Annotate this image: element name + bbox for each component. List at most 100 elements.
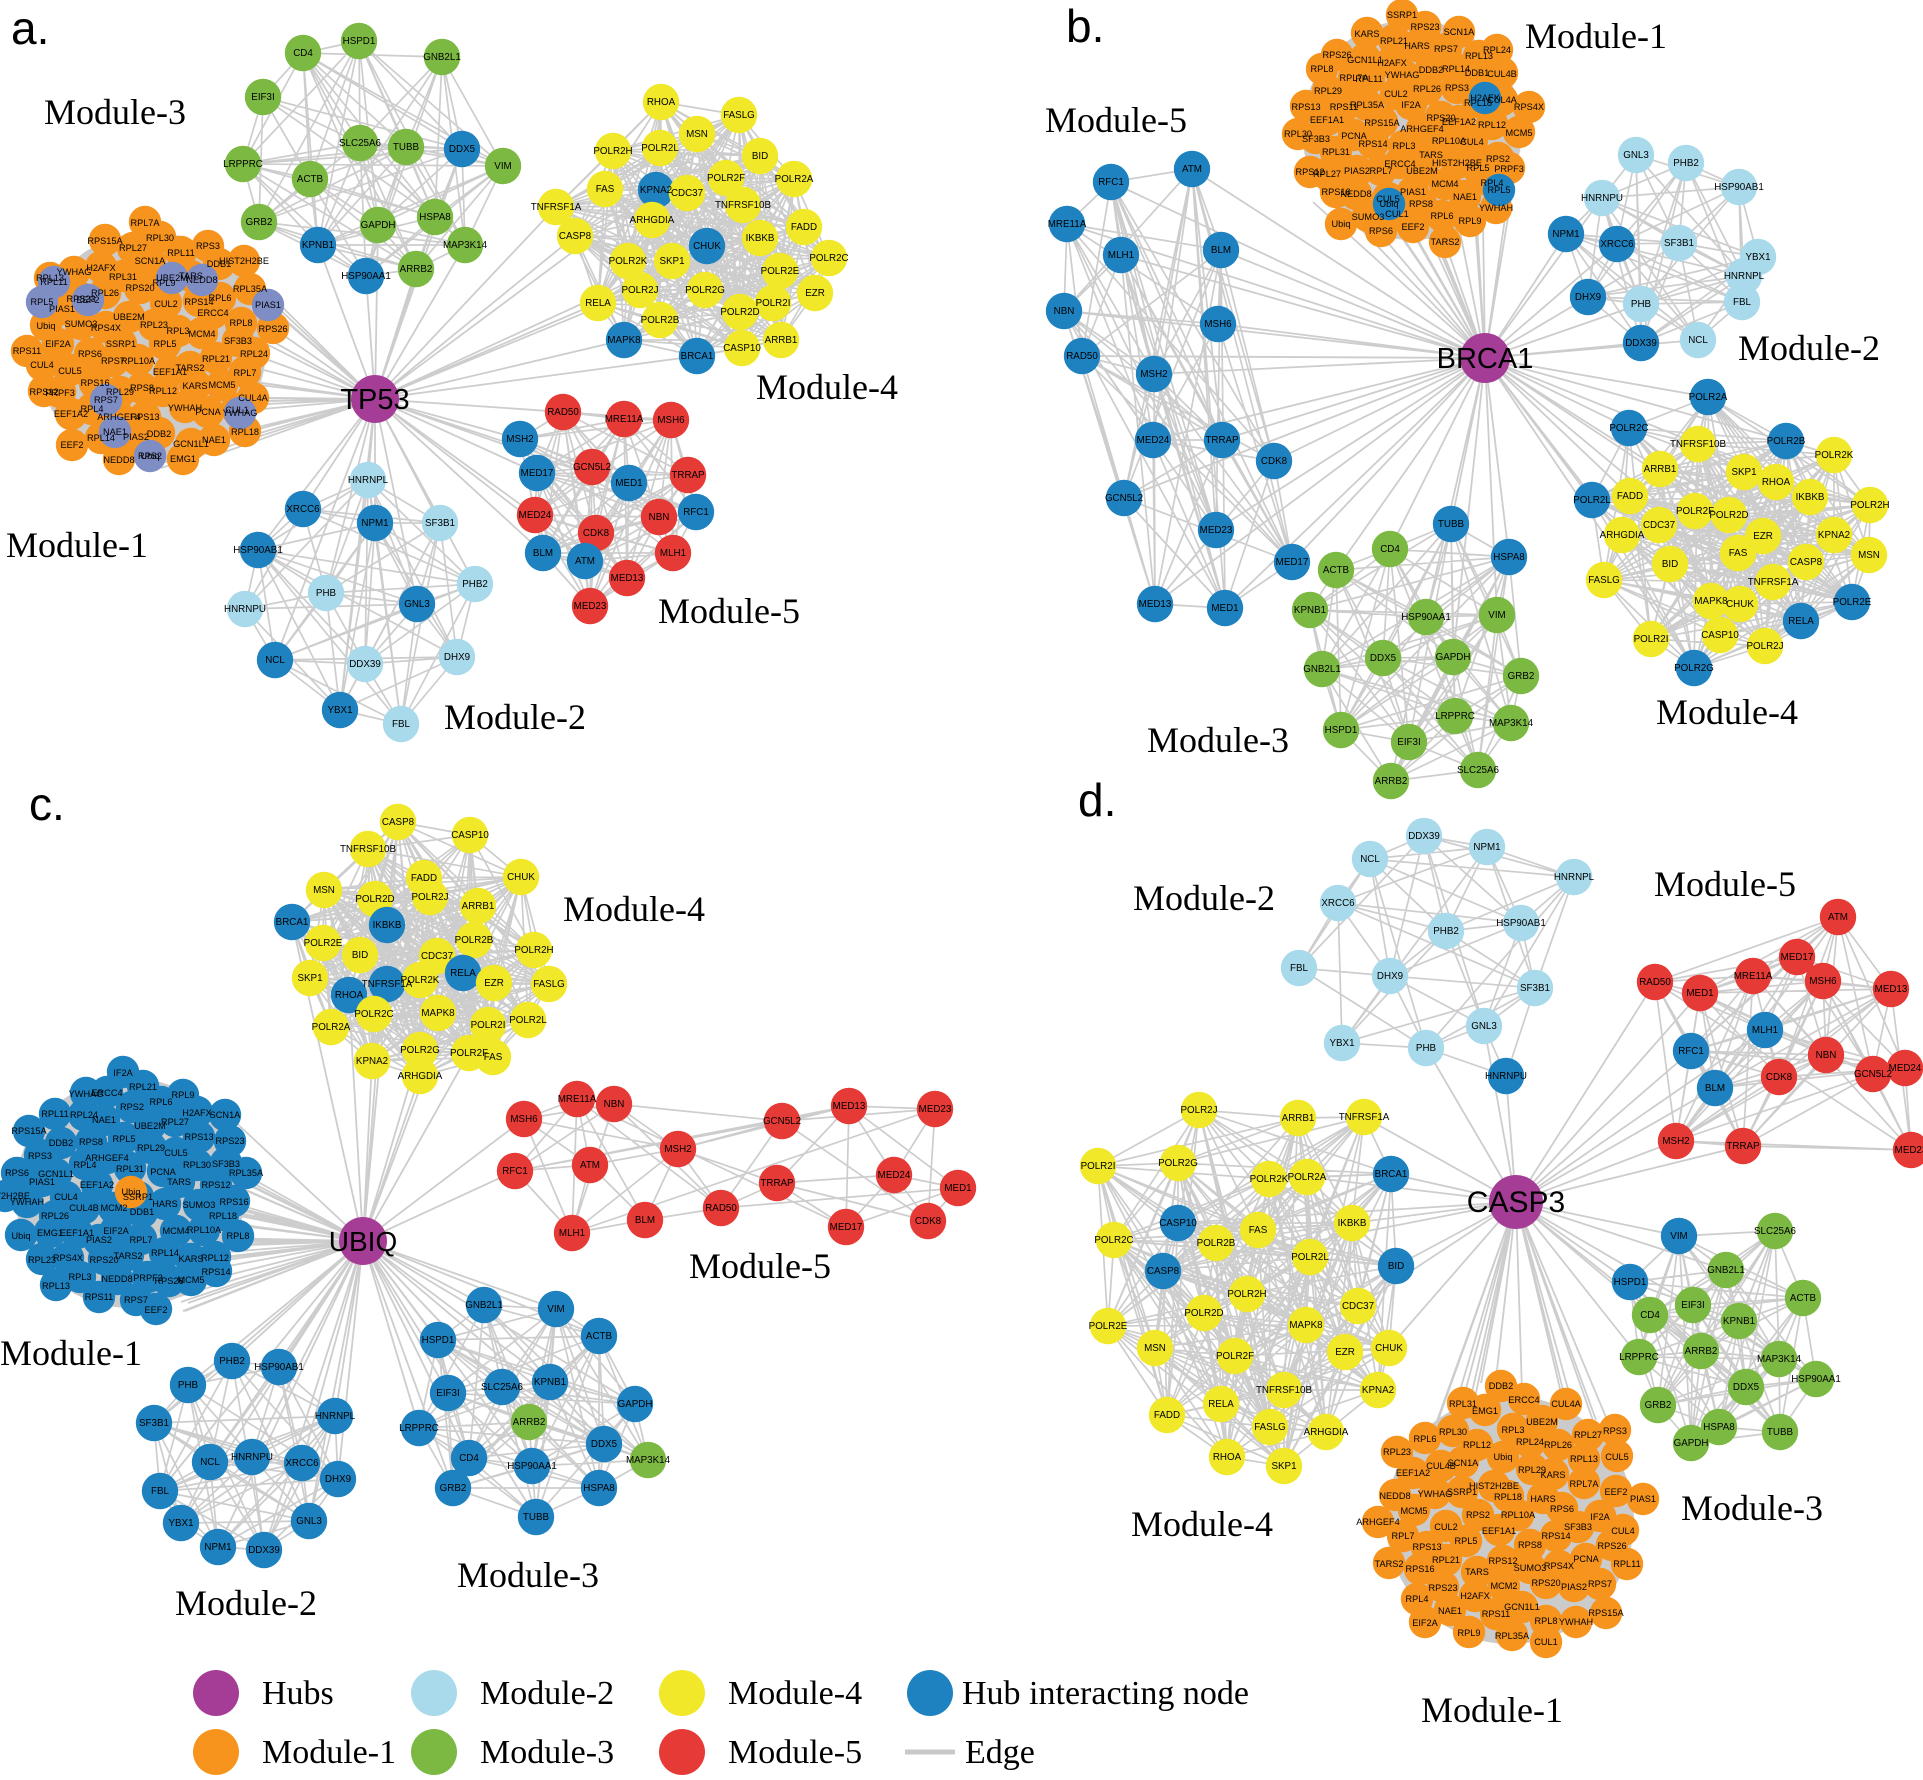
svg-text:MSN: MSN xyxy=(313,885,335,896)
svg-text:RPS7: RPS7 xyxy=(94,395,118,405)
svg-text:PHB2: PHB2 xyxy=(462,579,488,590)
svg-text:EZR: EZR xyxy=(484,978,504,989)
svg-text:RPL7: RPL7 xyxy=(130,1235,153,1245)
svg-text:Module-2: Module-2 xyxy=(444,697,586,737)
svg-text:CUL4: CUL4 xyxy=(1611,1526,1635,1536)
svg-text:POLR2E: POLR2E xyxy=(1833,597,1872,608)
svg-text:b.: b. xyxy=(1066,0,1104,52)
svg-text:CUL1: CUL1 xyxy=(1534,1637,1558,1647)
svg-text:CASP8: CASP8 xyxy=(1147,1266,1180,1277)
svg-text:NCL: NCL xyxy=(265,655,285,666)
svg-text:HSPD1: HSPD1 xyxy=(1325,725,1358,736)
svg-text:GNL3: GNL3 xyxy=(1471,1021,1497,1032)
svg-text:NAE1: NAE1 xyxy=(1453,192,1477,202)
svg-text:GRB2: GRB2 xyxy=(1508,671,1535,682)
svg-text:Module-5: Module-5 xyxy=(1045,100,1187,140)
svg-text:POLR2K: POLR2K xyxy=(1250,1174,1289,1185)
svg-text:ERCC4: ERCC4 xyxy=(197,308,228,318)
svg-text:CD4: CD4 xyxy=(1640,1310,1660,1321)
svg-text:SSRP1: SSRP1 xyxy=(123,1192,153,1202)
svg-text:RAD50: RAD50 xyxy=(547,407,579,418)
svg-text:ARRB1: ARRB1 xyxy=(765,335,798,346)
svg-text:YWHAG: YWHAG xyxy=(57,267,92,277)
svg-text:RPS3: RPS3 xyxy=(1445,83,1469,93)
svg-text:RPL27: RPL27 xyxy=(119,243,147,253)
svg-text:NPM1: NPM1 xyxy=(1473,842,1500,853)
svg-text:MED24: MED24 xyxy=(1137,435,1170,446)
svg-text:RPL4: RPL4 xyxy=(74,1160,97,1170)
svg-text:H2AFX: H2AFX xyxy=(86,263,116,273)
svg-text:TUBB: TUBB xyxy=(393,142,420,153)
svg-text:DDB2: DDB2 xyxy=(1489,1381,1514,1391)
svg-text:DHX9: DHX9 xyxy=(325,1474,351,1485)
svg-text:MLH1: MLH1 xyxy=(660,548,686,559)
svg-text:Ubiq: Ubiq xyxy=(1332,219,1351,229)
svg-text:MRE11A: MRE11A xyxy=(558,1094,597,1105)
svg-text:MSN: MSN xyxy=(1144,1343,1166,1354)
svg-text:RFC1: RFC1 xyxy=(683,507,709,518)
svg-text:PHB: PHB xyxy=(1416,1043,1437,1054)
svg-text:TNFRSF1A: TNFRSF1A xyxy=(362,979,413,990)
svg-text:YBX1: YBX1 xyxy=(1745,252,1770,263)
svg-text:YBX1: YBX1 xyxy=(1329,1038,1354,1049)
svg-text:IKBKB: IKBKB xyxy=(1796,492,1825,503)
svg-text:ARHGEF4: ARHGEF4 xyxy=(1400,124,1443,134)
svg-text:RPL9: RPL9 xyxy=(172,1090,195,1100)
svg-text:MSH2: MSH2 xyxy=(1662,1136,1689,1147)
svg-text:RPS13: RPS13 xyxy=(130,412,159,422)
svg-text:Module-5: Module-5 xyxy=(689,1246,831,1286)
svg-text:Ubiq: Ubiq xyxy=(37,321,56,331)
svg-text:POLR2F: POLR2F xyxy=(707,173,745,184)
svg-text:MAP3K14: MAP3K14 xyxy=(1757,1354,1802,1365)
svg-text:KPNA2: KPNA2 xyxy=(640,185,672,196)
svg-text:LRPPRC: LRPPRC xyxy=(1435,711,1475,722)
svg-text:EIF3I: EIF3I xyxy=(436,1388,459,1399)
svg-text:ARRB2: ARRB2 xyxy=(1685,1346,1718,1357)
svg-text:NEDD8: NEDD8 xyxy=(1379,1491,1410,1501)
svg-text:POLR2K: POLR2K xyxy=(609,256,648,267)
svg-text:MAP3K14: MAP3K14 xyxy=(1489,718,1534,729)
svg-text:RPL10A: RPL10A xyxy=(187,1225,222,1235)
svg-text:RPL7: RPL7 xyxy=(234,368,257,378)
svg-text:DDB1: DDB1 xyxy=(207,259,232,269)
svg-text:RPS14: RPS14 xyxy=(184,297,213,307)
svg-text:NCL: NCL xyxy=(1688,335,1708,346)
svg-text:MED23: MED23 xyxy=(1200,525,1233,536)
svg-text:CASP8: CASP8 xyxy=(382,817,415,828)
svg-text:CUL1: CUL1 xyxy=(1385,209,1409,219)
svg-text:RPS3: RPS3 xyxy=(196,241,220,251)
svg-text:SSRP1: SSRP1 xyxy=(1387,10,1417,20)
svg-text:GCN5L2: GCN5L2 xyxy=(1854,1069,1892,1080)
svg-text:RPL6: RPL6 xyxy=(150,1097,173,1107)
svg-text:TNFRSF10B: TNFRSF10B xyxy=(715,200,772,211)
svg-text:TRRAP: TRRAP xyxy=(671,470,705,481)
svg-text:FADD: FADD xyxy=(411,873,437,884)
svg-text:ARRB1: ARRB1 xyxy=(1644,464,1677,475)
svg-text:RPL14: RPL14 xyxy=(87,433,115,443)
svg-text:PIAS1: PIAS1 xyxy=(49,304,75,314)
svg-text:RPL12: RPL12 xyxy=(1478,120,1506,130)
svg-text:MED24: MED24 xyxy=(519,510,552,521)
svg-text:RPS16: RPS16 xyxy=(1321,187,1350,197)
svg-text:HNRNPU: HNRNPU xyxy=(1581,193,1623,204)
svg-text:Module-1: Module-1 xyxy=(6,525,148,565)
svg-text:XRCC6: XRCC6 xyxy=(285,1458,319,1469)
svg-text:POLR2I: POLR2I xyxy=(1081,1161,1116,1172)
svg-text:KPNB1: KPNB1 xyxy=(1294,605,1326,616)
svg-text:EEF2: EEF2 xyxy=(77,295,100,305)
svg-text:RPL23: RPL23 xyxy=(28,1255,56,1265)
svg-text:POLR2D: POLR2D xyxy=(355,894,394,905)
svg-text:RPL7: RPL7 xyxy=(1392,1531,1415,1541)
svg-text:RPL4: RPL4 xyxy=(1481,178,1504,188)
svg-text:YWHAH: YWHAH xyxy=(10,1197,44,1207)
svg-text:POLR2E: POLR2E xyxy=(304,938,343,949)
svg-text:POLR2H: POLR2H xyxy=(514,945,553,956)
svg-text:SF3B1: SF3B1 xyxy=(139,1418,169,1429)
svg-text:NBN: NBN xyxy=(1816,1050,1837,1061)
svg-text:CUL2: CUL2 xyxy=(154,299,178,309)
svg-text:RFC1: RFC1 xyxy=(502,1166,528,1177)
svg-text:MSH6: MSH6 xyxy=(1204,319,1232,330)
svg-text:RPS13: RPS13 xyxy=(184,1132,213,1142)
svg-text:BID: BID xyxy=(352,950,368,961)
svg-text:SF3B1: SF3B1 xyxy=(425,518,455,529)
